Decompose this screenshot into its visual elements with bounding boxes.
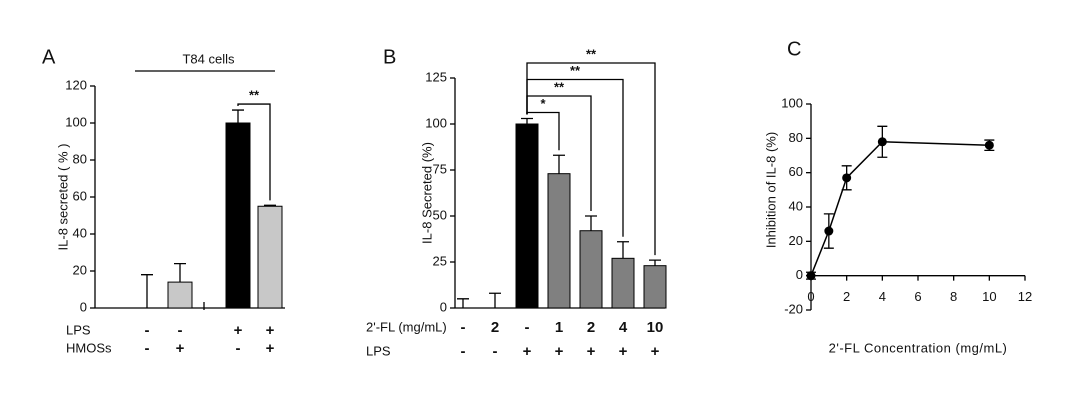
error-bar	[617, 241, 629, 259]
significance-bracket	[526, 62, 656, 256]
bar	[167, 281, 193, 309]
error-bar	[264, 204, 276, 207]
bar	[257, 205, 283, 309]
row-sign: +	[266, 340, 275, 357]
x-axis-label: 2'-FL Concentration (mg/mL)	[829, 340, 1008, 355]
y-tick-label: 25	[433, 253, 447, 268]
data-point	[984, 140, 994, 150]
y-axis-label: IL-8 Secreted (%)	[419, 142, 434, 244]
y-tick-label: 80	[73, 151, 87, 166]
row-sign: +	[523, 343, 532, 360]
x-tick-label: 6	[914, 289, 921, 304]
group-label: T84 cells	[182, 51, 235, 66]
y-axis-label: Inhibition of IL-8 (%)	[763, 132, 778, 248]
y-tick-label: -20	[784, 301, 803, 316]
error-bar	[649, 259, 661, 266]
bar	[643, 265, 667, 309]
x-tick-label: 10	[982, 289, 996, 304]
x-tick-label: 2	[843, 289, 850, 304]
row-label: HMOSs	[66, 340, 112, 355]
significance-bracket	[237, 103, 271, 201]
row-label: LPS	[366, 343, 391, 358]
y-tick-label: 100	[65, 114, 87, 129]
x-tick-label: 8	[950, 289, 957, 304]
row-sign: +	[266, 322, 275, 339]
significance-label: **	[249, 87, 260, 102]
y-tick-label: 0	[80, 299, 87, 314]
row-sign: 10	[647, 319, 664, 336]
row-sign: -	[145, 322, 150, 339]
row-label: 2'-FL (mg/mL)	[366, 319, 447, 334]
y-axis-label: IL-8 secreted ( % )	[55, 144, 70, 251]
y-tick-label: 40	[73, 225, 87, 240]
row-label: LPS	[66, 322, 91, 337]
y-tick-label: 100	[781, 95, 803, 110]
row-sign: -	[461, 319, 466, 336]
y-tick-label: 125	[425, 69, 447, 84]
y-tick-label: 0	[440, 299, 447, 314]
row-sign: -	[178, 322, 183, 339]
row-sign: +	[651, 343, 660, 360]
bar	[515, 123, 539, 309]
error-bar	[553, 154, 565, 174]
panel-letter: B	[383, 46, 396, 68]
row-sign: 2	[491, 319, 499, 336]
error-bar	[585, 215, 597, 231]
error-bar	[521, 117, 533, 124]
error-bar	[174, 262, 186, 283]
bar	[547, 173, 571, 309]
panel-letter: C	[787, 38, 801, 60]
significance-label: **	[570, 63, 581, 78]
data-point	[824, 226, 834, 236]
row-sign: -	[145, 340, 150, 357]
x-tick-label: 0	[807, 289, 814, 304]
row-sign: +	[176, 340, 185, 357]
significance-label: *	[540, 96, 546, 111]
y-tick-label: 60	[73, 188, 87, 203]
row-sign: +	[234, 322, 243, 339]
y-tick-label: 120	[65, 77, 87, 92]
row-sign: +	[587, 343, 596, 360]
error-bar	[232, 109, 244, 123]
x-tick-label: 4	[879, 289, 886, 304]
data-point	[842, 173, 852, 183]
x-tick-label: 12	[1018, 289, 1032, 304]
significance-label: **	[554, 79, 565, 94]
row-sign: 1	[555, 319, 563, 336]
y-tick-label: 75	[433, 161, 447, 176]
bar	[579, 230, 603, 309]
error-bar	[141, 274, 153, 308]
row-sign: 2	[587, 319, 595, 336]
error-bar	[457, 298, 469, 308]
significance-label: **	[586, 46, 597, 61]
bar	[225, 122, 251, 309]
bar	[611, 257, 635, 309]
error-bar	[489, 292, 501, 308]
y-tick-label: 60	[789, 164, 803, 179]
row-sign: -	[461, 343, 466, 360]
y-tick-label: 40	[789, 198, 803, 213]
data-line	[810, 141, 990, 276]
y-tick-label: 20	[789, 233, 803, 248]
row-sign: +	[619, 343, 628, 360]
y-tick-label: 50	[433, 207, 447, 222]
y-tick-label: 80	[789, 130, 803, 145]
y-tick-label: 0	[796, 267, 803, 282]
data-point	[806, 271, 816, 281]
row-sign: +	[555, 343, 564, 360]
data-point	[877, 137, 887, 147]
row-sign: 4	[619, 319, 628, 336]
row-sign: -	[493, 343, 498, 360]
y-tick-label: 100	[425, 115, 447, 130]
row-sign: -	[236, 340, 241, 357]
y-tick-label: 20	[73, 262, 87, 277]
panel-letter: A	[42, 46, 56, 68]
row-sign: -	[525, 319, 530, 336]
